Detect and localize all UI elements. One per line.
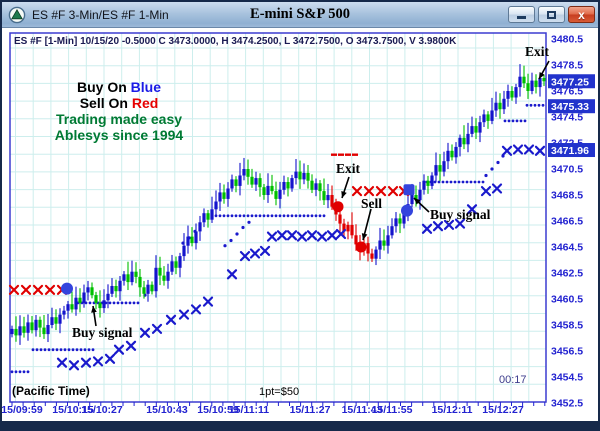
svg-text:15/11:55: 15/11:55 — [372, 404, 413, 416]
svg-text:3460.5: 3460.5 — [551, 294, 583, 306]
svg-text:3468.5: 3468.5 — [551, 190, 583, 202]
promo-word-blue: Blue — [130, 79, 161, 95]
svg-text:15/10:59: 15/10:59 — [197, 404, 239, 416]
window-title: ES #F 3-Min/ES #F 1-Min — [32, 7, 169, 22]
promo-text: Buy On Blue Sell On Red Trading made eas… — [30, 79, 208, 143]
svg-text:15/11:43: 15/11:43 — [342, 404, 383, 416]
promo-line-brand: Ablesys since 1994 — [54, 127, 184, 143]
close-button[interactable]: x — [568, 6, 595, 23]
svg-text:3471.96: 3471.96 — [551, 145, 589, 157]
svg-text:15/12:27: 15/12:27 — [482, 404, 524, 416]
svg-text:3478.5: 3478.5 — [551, 60, 583, 72]
promo-line-tagline: Trading made easy — [55, 111, 183, 127]
svg-text:3477.25: 3477.25 — [551, 76, 589, 88]
minimize-icon — [517, 16, 526, 19]
svg-text:15/10:27: 15/10:27 — [81, 404, 123, 416]
svg-text:15/11:11: 15/11:11 — [229, 404, 269, 416]
svg-text:3458.5: 3458.5 — [551, 320, 583, 332]
price-chart[interactable]: 3452.5 3454.5 3456.5 3458.5 3460.5 3462.5 3464… — [2, 28, 598, 421]
title-bar[interactable]: ES #F 3-Min/ES #F 1-Min E-mini S&P 500 x — [2, 2, 598, 28]
svg-text:3475.33: 3475.33 — [551, 101, 589, 113]
svg-text:15/12:11: 15/12:11 — [432, 404, 473, 416]
svg-text:15/09:59: 15/09:59 — [2, 404, 43, 416]
svg-text:15/11:27: 15/11:27 — [290, 404, 331, 416]
ohlc-info-line: ES #F [1-Min] 10/15/20 -0.5000 C 3473.00… — [14, 36, 457, 47]
svg-text:3464.5: 3464.5 — [551, 242, 583, 254]
promo-word-red: Red — [131, 95, 159, 111]
svg-text:3474.5: 3474.5 — [551, 112, 583, 124]
svg-text:15/10:15: 15/10:15 — [52, 404, 94, 416]
minimize-button[interactable] — [508, 6, 535, 23]
svg-text:3470.5: 3470.5 — [551, 164, 583, 176]
timezone-label: (Pacific Time) — [12, 384, 90, 398]
buy-signal-label-left: Buy signal — [72, 325, 133, 340]
svg-text:3452.5: 3452.5 — [551, 398, 583, 410]
close-icon: x — [578, 7, 585, 22]
svg-text:3456.5: 3456.5 — [551, 346, 583, 358]
app-logo-icon — [8, 6, 26, 23]
promo-line-sell: Sell On Red — [79, 95, 159, 111]
bar-countdown: 00:17 — [499, 374, 527, 386]
buy-signal-label-mid: Buy signal — [430, 207, 491, 222]
restore-button[interactable] — [538, 6, 565, 23]
restore-icon — [547, 10, 556, 19]
exit-label-mid: Exit — [336, 161, 361, 176]
svg-text:3466.5: 3466.5 — [551, 216, 583, 228]
svg-text:3454.5: 3454.5 — [551, 372, 583, 384]
promo-line-buy: Buy On Blue — [76, 79, 161, 95]
svg-text:15/10:43: 15/10:43 — [146, 404, 188, 416]
exit-label-top: Exit — [525, 44, 550, 59]
svg-text:3480.5: 3480.5 — [551, 34, 583, 46]
sell-label: Sell — [361, 196, 383, 211]
chart-area: 3452.5 3454.5 3456.5 3458.5 3460.5 3462.5 3464… — [2, 28, 598, 421]
point-value-label: 1pt=$50 — [259, 386, 300, 398]
chart-title: E-mini S&P 500 — [250, 6, 350, 22]
svg-text:3476.5: 3476.5 — [551, 86, 583, 98]
svg-text:3462.5: 3462.5 — [551, 268, 583, 280]
